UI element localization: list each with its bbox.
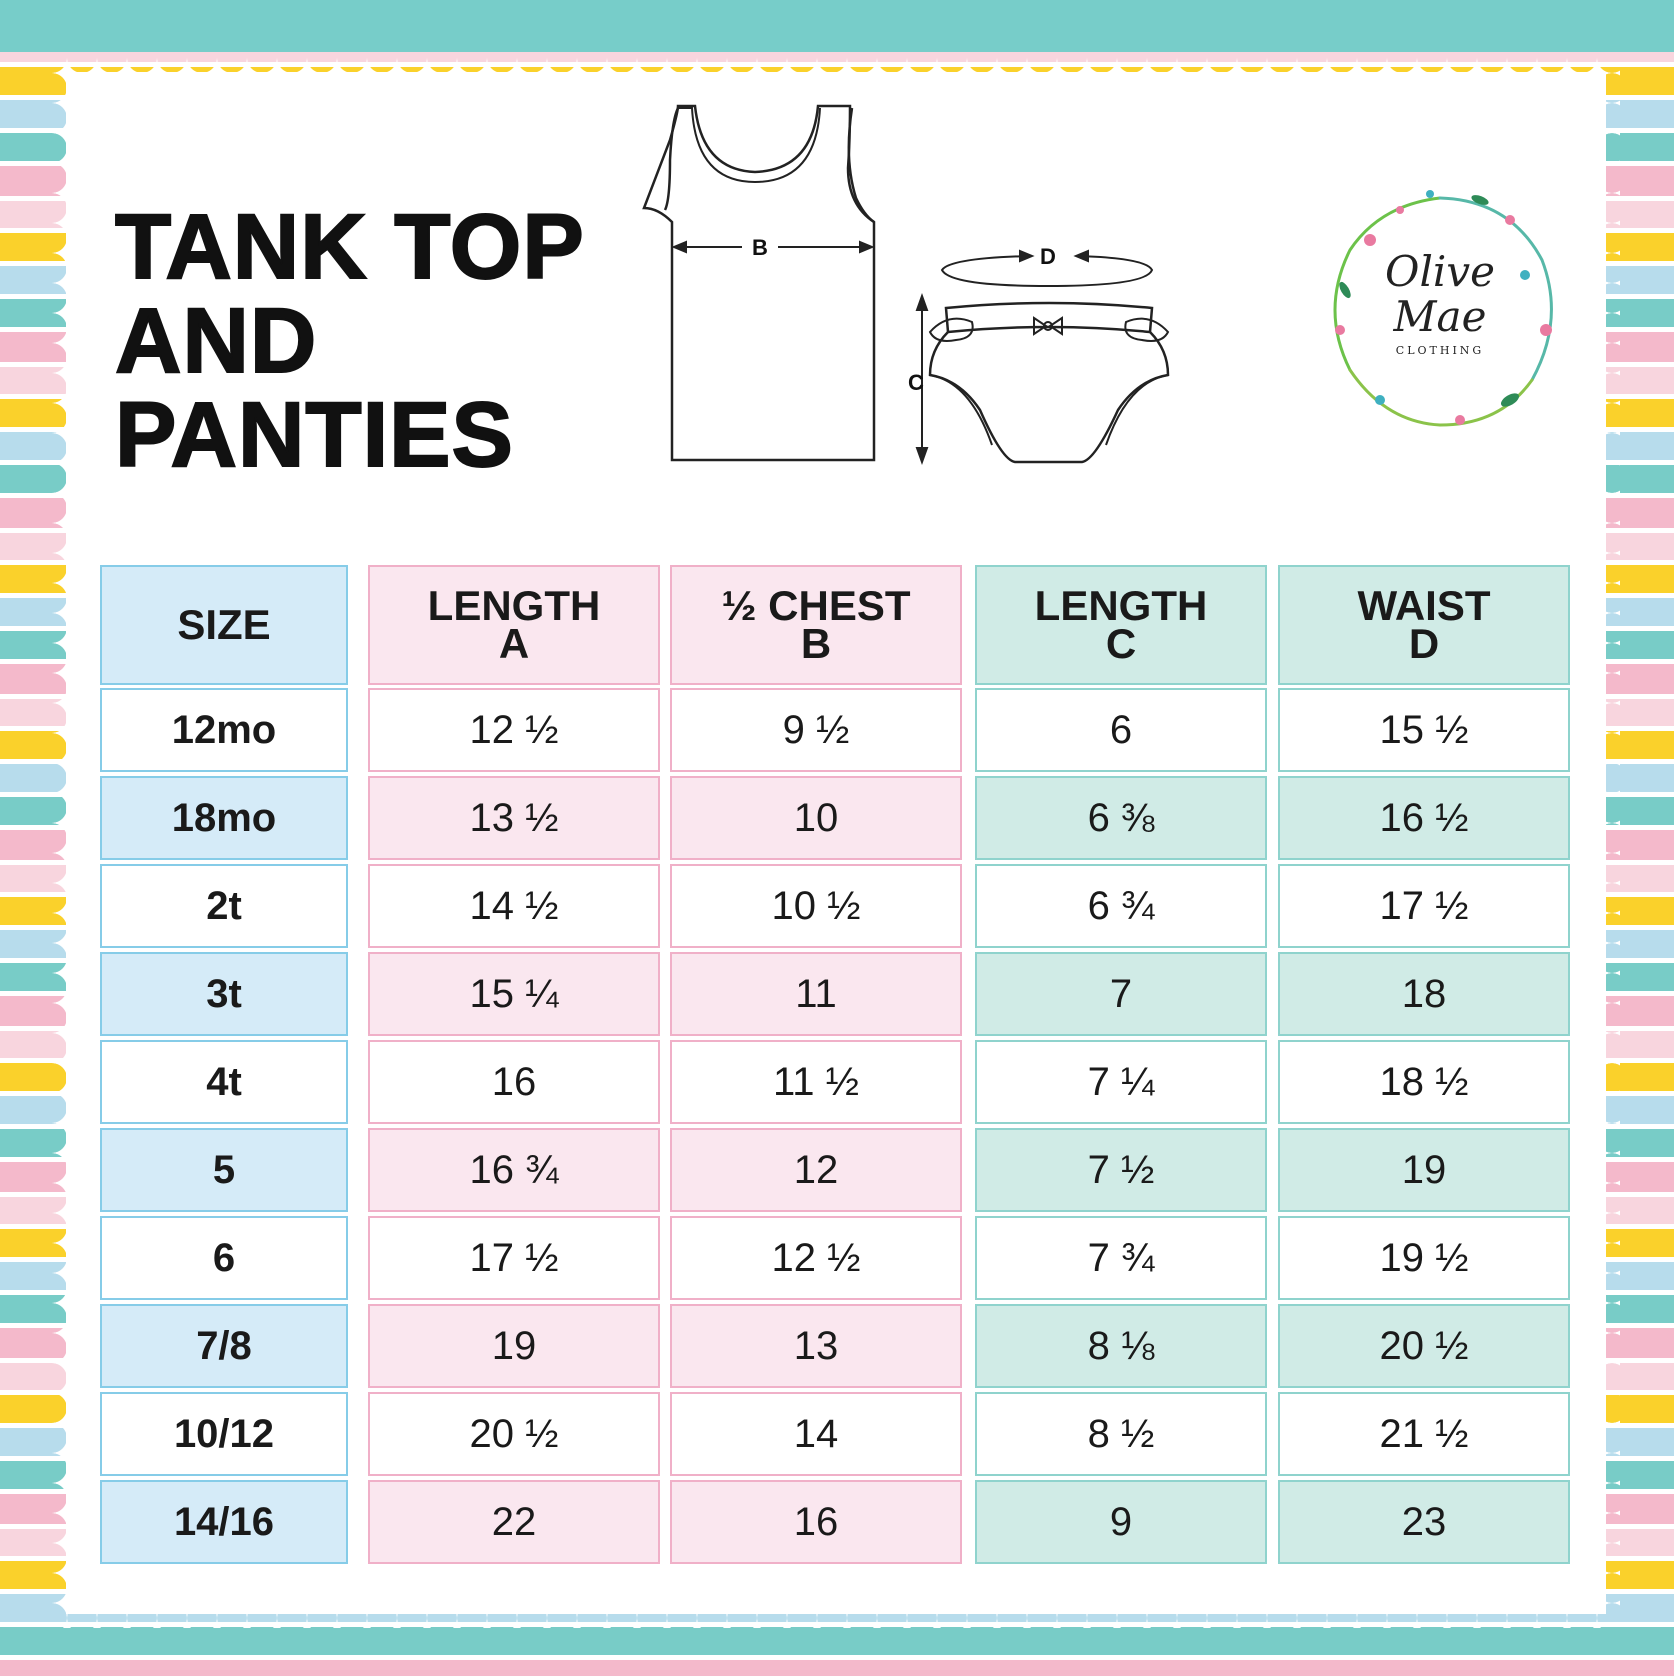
- measurement-cell: 9 ½: [670, 688, 962, 772]
- measurement-cell: 8 ½: [975, 1392, 1267, 1476]
- size-cell: 18mo: [100, 776, 348, 860]
- measurement-cell: 21 ½: [1278, 1392, 1570, 1476]
- length-c-arrow: [915, 293, 929, 465]
- header-line-2: A: [498, 620, 530, 667]
- header-line-1: LENGTH: [427, 582, 601, 629]
- size-cell: 6: [100, 1216, 348, 1300]
- header-line-2: C: [1105, 620, 1137, 667]
- brand-logo: Olive Mae CLOTHING: [1320, 247, 1560, 358]
- measurement-cell: 18: [1278, 952, 1570, 1036]
- measurement-cell: 15 ¼: [368, 952, 660, 1036]
- header-cell: SIZE: [100, 565, 348, 685]
- floral-wreath-logo-icon: [1333, 190, 1553, 427]
- header-line-1: LENGTH: [1034, 582, 1208, 629]
- measurement-cell: 19: [1278, 1128, 1570, 1212]
- measurement-cell: 11 ½: [670, 1040, 962, 1124]
- measurement-cell: 23: [1278, 1480, 1570, 1564]
- title-line-2: AND: [114, 290, 318, 392]
- size-cell: 3t: [100, 952, 348, 1036]
- measurement-cell: 15 ½: [1278, 688, 1570, 772]
- header-line-2: D: [1408, 620, 1440, 667]
- measurement-cell: 7 ¾: [975, 1216, 1267, 1300]
- measurement-cell: 7: [975, 952, 1267, 1036]
- measurement-cell: 12 ½: [368, 688, 660, 772]
- measurement-cell: 16 ½: [1278, 776, 1570, 860]
- header-cell: WAIST D: [1278, 565, 1570, 685]
- size-cell: 4t: [100, 1040, 348, 1124]
- chest-b-arrow: [671, 240, 875, 254]
- measurement-cell: 12: [670, 1128, 962, 1212]
- measurement-cell: 6 ⅜: [975, 776, 1267, 860]
- measurement-cell: 16 ¾: [368, 1128, 660, 1212]
- measurement-cell: 18 ½: [1278, 1040, 1570, 1124]
- top-stripe: [0, 0, 1674, 52]
- measurement-cell: 8 ⅛: [975, 1304, 1267, 1388]
- size-cell: 2t: [100, 864, 348, 948]
- page-title: TANK TOP AND PANTIES: [114, 196, 585, 486]
- title-line-3: PANTIES: [114, 384, 514, 486]
- panties-outline-icon: [928, 301, 1170, 464]
- header-line-1: SIZE: [177, 601, 271, 648]
- size-cell: 5: [100, 1128, 348, 1212]
- label-d: D: [1040, 244, 1056, 269]
- size-cell: 10/12: [100, 1392, 348, 1476]
- measurement-cell: 17 ½: [368, 1216, 660, 1300]
- header-cell: LENGTH A: [368, 565, 660, 685]
- measurement-cell: 13 ½: [368, 776, 660, 860]
- header-line-1: ½ CHEST: [721, 582, 911, 629]
- measurement-cell: 6 ¾: [975, 864, 1267, 948]
- measurement-cell: 20 ½: [1278, 1304, 1570, 1388]
- measurement-cell: 7 ¼: [975, 1040, 1267, 1124]
- measurement-cell: 9: [975, 1480, 1267, 1564]
- measurement-cell: 11: [670, 952, 962, 1036]
- size-cell: 14/16: [100, 1480, 348, 1564]
- size-cell: 12mo: [100, 688, 348, 772]
- measurement-cell: 10 ½: [670, 864, 962, 948]
- measurement-cell: 17 ½: [1278, 864, 1570, 948]
- measurement-cell: 16: [670, 1480, 962, 1564]
- measurement-cell: 16: [368, 1040, 660, 1124]
- measurement-cell: 6: [975, 688, 1267, 772]
- measurement-diagram: A B D C: [642, 104, 1170, 465]
- measurement-cell: 20 ½: [368, 1392, 660, 1476]
- measurement-cell: 12 ½: [670, 1216, 962, 1300]
- size-cell: 7/8: [100, 1304, 348, 1388]
- logo-word-clothing: CLOTHING: [1395, 344, 1485, 357]
- measurement-cell: 10: [670, 776, 962, 860]
- measurement-cell: 13: [670, 1304, 962, 1388]
- header-line-2: B: [800, 620, 832, 667]
- measurement-cell: 19: [368, 1304, 660, 1388]
- measurement-cell: 14 ½: [368, 864, 660, 948]
- measurement-cell: 19 ½: [1278, 1216, 1570, 1300]
- logo-word-mae: Mae: [1393, 292, 1487, 341]
- header-cell: ½ CHEST B: [670, 565, 962, 685]
- label-b: B: [752, 235, 768, 260]
- logo-word-olive: Olive: [1385, 247, 1495, 296]
- measurement-cell: 14: [670, 1392, 962, 1476]
- label-c: C: [908, 370, 924, 395]
- waist-d-arrow: [940, 249, 1154, 288]
- header-cell: LENGTH C: [975, 565, 1267, 685]
- measurement-cell: 22: [368, 1480, 660, 1564]
- tank-top-outline-icon: [642, 104, 876, 462]
- measurement-cell: 7 ½: [975, 1128, 1267, 1212]
- title-line-1: TANK TOP: [114, 196, 585, 298]
- header-line-1: WAIST: [1357, 582, 1491, 629]
